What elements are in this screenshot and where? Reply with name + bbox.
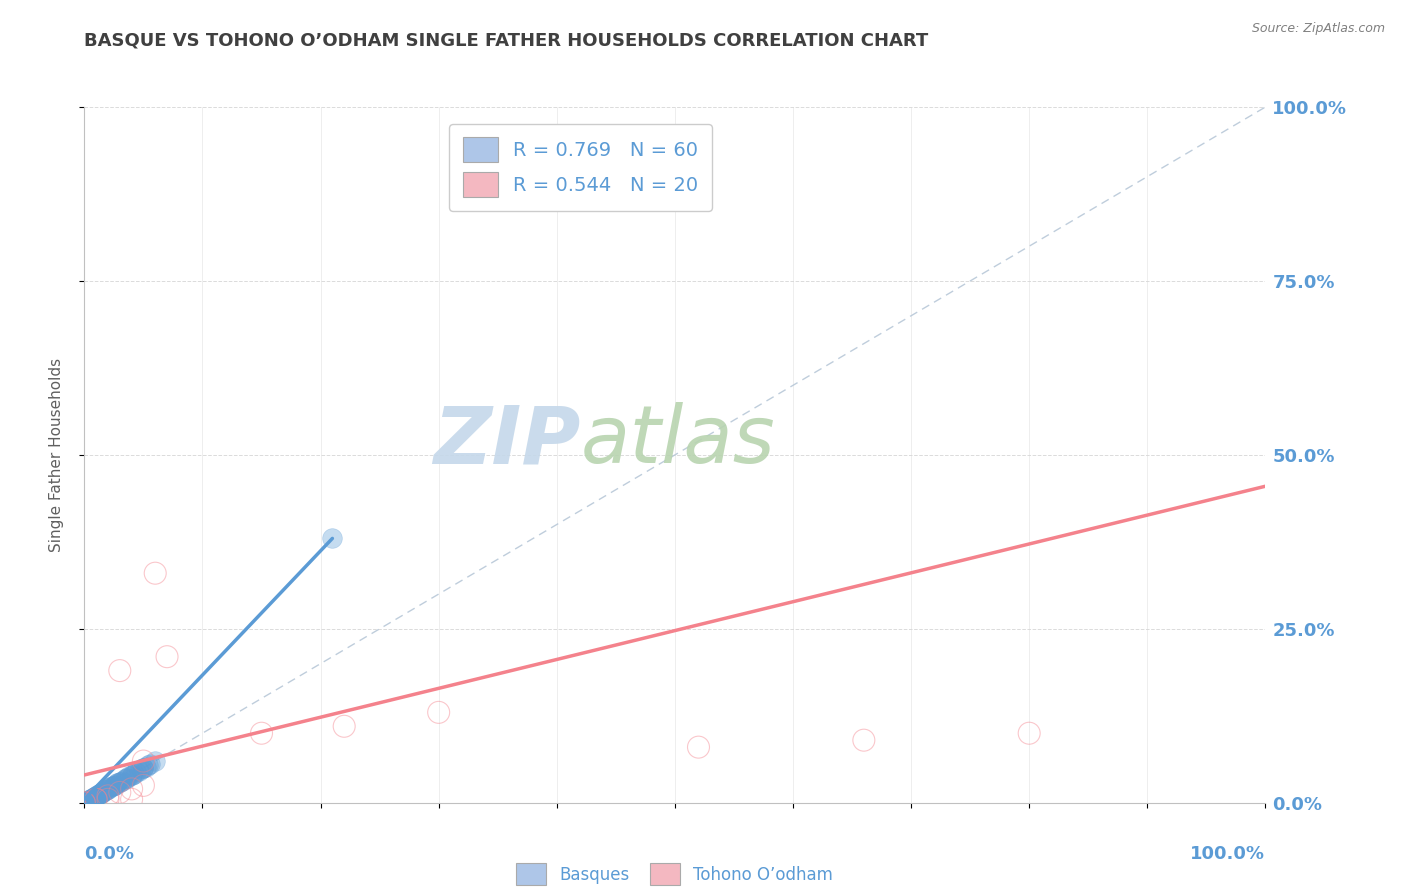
Point — [97, 789, 120, 803]
Point — [90, 786, 112, 800]
Text: 100.0%: 100.0% — [1191, 845, 1265, 863]
Point — [108, 785, 131, 799]
Point — [86, 788, 108, 802]
Point — [114, 772, 136, 786]
Point — [73, 796, 96, 810]
Y-axis label: Single Father Households: Single Father Households — [49, 358, 63, 552]
Point — [114, 772, 136, 786]
Point — [75, 795, 97, 809]
Point — [111, 773, 134, 788]
Point — [104, 778, 127, 792]
Point — [688, 740, 710, 755]
Point — [852, 733, 875, 747]
Point — [129, 763, 152, 777]
Point — [87, 788, 110, 802]
Point — [132, 754, 155, 768]
Text: Source: ZipAtlas.com: Source: ZipAtlas.com — [1251, 22, 1385, 36]
Point — [121, 768, 143, 782]
Point — [250, 726, 273, 740]
Point — [89, 787, 111, 801]
Point — [143, 566, 166, 581]
Point — [115, 771, 138, 785]
Point — [107, 776, 129, 790]
Point — [108, 775, 131, 789]
Text: atlas: atlas — [581, 402, 775, 480]
Point — [107, 776, 129, 790]
Point — [1018, 726, 1040, 740]
Point — [97, 781, 120, 796]
Point — [156, 649, 179, 664]
Point — [128, 764, 150, 778]
Point — [84, 792, 107, 806]
Point — [122, 766, 145, 780]
Point — [333, 719, 356, 733]
Point — [76, 794, 98, 808]
Point — [80, 791, 103, 805]
Point — [97, 792, 120, 806]
Point — [84, 789, 107, 803]
Point — [143, 754, 166, 768]
Point — [84, 789, 107, 804]
Point — [94, 783, 117, 797]
Point — [73, 796, 96, 810]
Point — [83, 790, 105, 805]
Point — [101, 779, 124, 793]
Point — [121, 781, 143, 796]
Point — [80, 791, 103, 805]
Point — [104, 778, 127, 792]
Point — [132, 761, 155, 775]
Point — [77, 794, 100, 808]
Point — [97, 781, 120, 796]
Point — [135, 759, 157, 773]
Point — [108, 775, 131, 789]
Text: BASQUE VS TOHONO O’ODHAM SINGLE FATHER HOUSEHOLDS CORRELATION CHART: BASQUE VS TOHONO O’ODHAM SINGLE FATHER H… — [84, 31, 928, 49]
Legend: Basques, Tohono O’odham: Basques, Tohono O’odham — [516, 863, 834, 885]
Point — [77, 793, 100, 807]
Point — [136, 758, 159, 772]
Point — [132, 778, 155, 792]
Text: 0.0%: 0.0% — [84, 845, 135, 863]
Point — [79, 792, 101, 806]
Point — [75, 795, 97, 809]
Point — [98, 780, 121, 795]
Point — [90, 786, 112, 800]
Point — [87, 788, 110, 802]
Point — [427, 706, 450, 720]
Point — [73, 796, 96, 810]
Point — [321, 532, 343, 546]
Point — [139, 756, 162, 771]
Point — [121, 768, 143, 782]
Point — [132, 761, 155, 775]
Point — [77, 793, 100, 807]
Point — [118, 769, 141, 783]
Point — [73, 796, 96, 810]
Point — [84, 789, 107, 803]
Point — [91, 785, 114, 799]
Point — [83, 790, 105, 805]
Point — [125, 765, 148, 780]
Point — [94, 783, 117, 797]
Point — [84, 792, 107, 806]
Point — [76, 794, 98, 808]
Point — [73, 796, 96, 810]
Point — [82, 791, 104, 805]
Point — [91, 785, 114, 799]
Text: ZIP: ZIP — [433, 402, 581, 480]
Point — [121, 792, 143, 806]
Point — [91, 785, 114, 799]
Point — [101, 779, 124, 793]
Point — [108, 664, 131, 678]
Point — [98, 780, 121, 795]
